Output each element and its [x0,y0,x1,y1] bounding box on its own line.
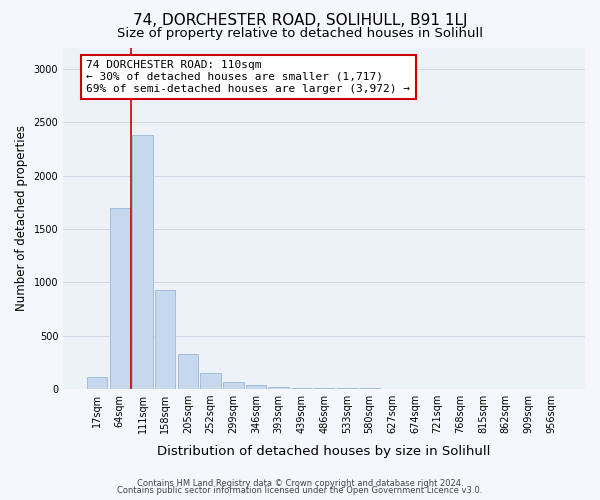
Bar [110,208,130,389]
Bar [314,388,334,389]
Bar [132,135,153,389]
Bar [246,385,266,389]
Bar [268,387,289,389]
Bar [178,354,198,389]
Text: Size of property relative to detached houses in Solihull: Size of property relative to detached ho… [117,28,483,40]
Bar [200,373,221,389]
Bar [359,388,380,389]
Text: 74, DORCHESTER ROAD, SOLIHULL, B91 1LJ: 74, DORCHESTER ROAD, SOLIHULL, B91 1LJ [133,12,467,28]
Text: Contains public sector information licensed under the Open Government Licence v3: Contains public sector information licen… [118,486,482,495]
Bar [291,388,311,389]
Bar [87,378,107,389]
Bar [223,382,244,389]
Bar [337,388,357,389]
Bar [155,290,175,389]
Text: Contains HM Land Registry data © Crown copyright and database right 2024.: Contains HM Land Registry data © Crown c… [137,478,463,488]
Y-axis label: Number of detached properties: Number of detached properties [15,126,28,312]
Text: 74 DORCHESTER ROAD: 110sqm
← 30% of detached houses are smaller (1,717)
69% of s: 74 DORCHESTER ROAD: 110sqm ← 30% of deta… [86,60,410,94]
X-axis label: Distribution of detached houses by size in Solihull: Distribution of detached houses by size … [157,444,491,458]
